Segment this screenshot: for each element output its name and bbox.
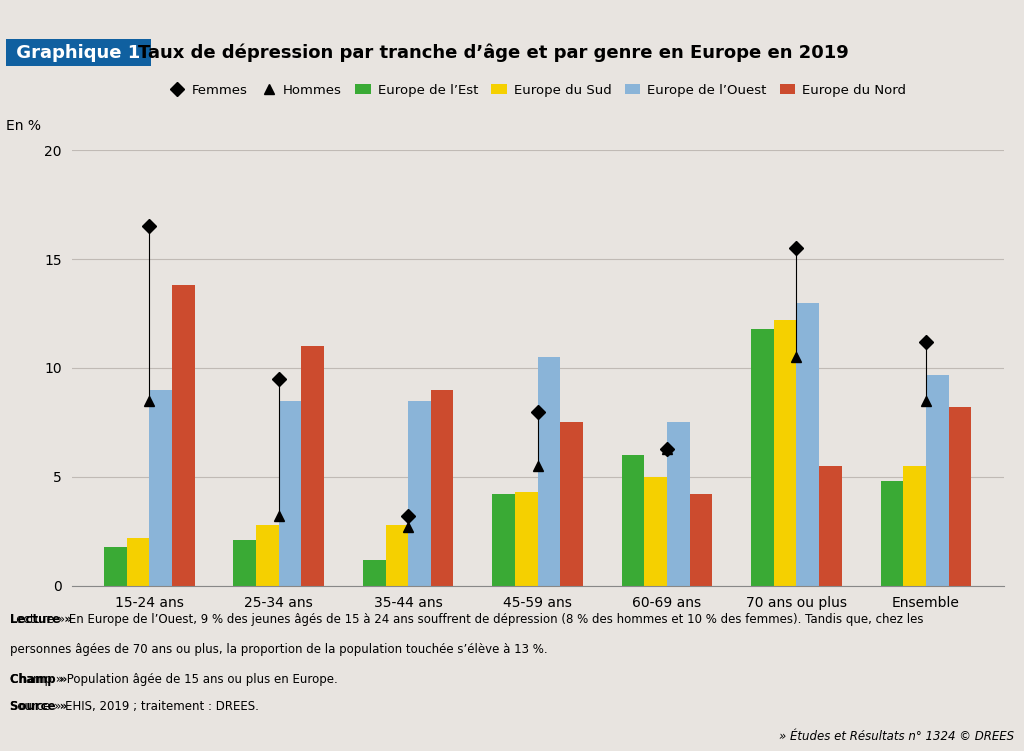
Bar bbox=[362, 559, 385, 586]
Text: Taux de dépression par tranche d’âge et par genre en Europe en 2019: Taux de dépression par tranche d’âge et … bbox=[138, 44, 849, 62]
Text: Champ » Population âgée de 15 ans ou plus en Europe.: Champ » Population âgée de 15 ans ou plu… bbox=[10, 673, 338, 686]
Bar bbox=[279, 401, 301, 586]
Text: Graphique 1: Graphique 1 bbox=[10, 44, 146, 62]
Bar bbox=[926, 375, 948, 586]
Bar bbox=[150, 390, 172, 586]
Bar bbox=[431, 390, 454, 586]
Text: personnes âgées de 70 ans ou plus, la proportion de la population touchée s’élèv: personnes âgées de 70 ans ou plus, la pr… bbox=[10, 643, 548, 656]
Bar bbox=[233, 540, 256, 586]
Bar bbox=[948, 407, 971, 586]
Bar bbox=[774, 320, 797, 586]
Text: En %: En % bbox=[6, 119, 41, 133]
Bar bbox=[690, 494, 713, 586]
Bar bbox=[172, 285, 195, 586]
Bar bbox=[644, 477, 667, 586]
Bar bbox=[881, 481, 903, 586]
Bar bbox=[622, 455, 644, 586]
Bar bbox=[493, 494, 515, 586]
Bar bbox=[104, 547, 127, 586]
Bar bbox=[538, 357, 560, 586]
Bar bbox=[560, 422, 583, 586]
Bar bbox=[667, 422, 690, 586]
Bar bbox=[385, 525, 409, 586]
Bar bbox=[819, 466, 842, 586]
Bar bbox=[903, 466, 926, 586]
Text: Lecture »: Lecture » bbox=[10, 613, 77, 626]
Legend: Femmes, Hommes, Europe de l’Est, Europe du Sud, Europe de l’Ouest, Europe du Nor: Femmes, Hommes, Europe de l’Est, Europe … bbox=[164, 78, 911, 102]
Bar bbox=[256, 525, 279, 586]
Bar bbox=[409, 401, 431, 586]
Text: Champ »: Champ » bbox=[10, 673, 72, 686]
Text: Lecture » En Europe de l’Ouest, 9 % des jeunes âgés de 15 à 24 ans souffrent de : Lecture » En Europe de l’Ouest, 9 % des … bbox=[10, 613, 924, 626]
Bar bbox=[127, 538, 150, 586]
Text: » Études et Résultats n° 1324 © DREES: » Études et Résultats n° 1324 © DREES bbox=[778, 731, 1014, 743]
Bar bbox=[797, 303, 819, 586]
Bar bbox=[752, 329, 774, 586]
Bar bbox=[515, 492, 538, 586]
Text: Source » EHIS, 2019 ; traitement : DREES.: Source » EHIS, 2019 ; traitement : DREES… bbox=[10, 700, 259, 713]
Text: Source »: Source » bbox=[10, 700, 72, 713]
Bar bbox=[301, 346, 324, 586]
